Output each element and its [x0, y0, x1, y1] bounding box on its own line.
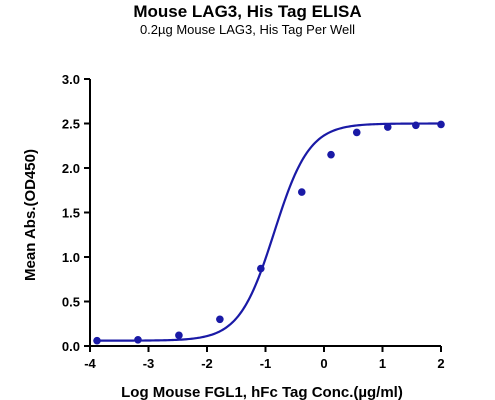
data-point	[175, 331, 183, 340]
y-tick-label: 2.5	[62, 117, 80, 132]
data-point	[216, 315, 224, 324]
x-tick-label: 1	[379, 356, 386, 371]
data-points-layer	[93, 120, 445, 345]
x-tick-label: -1	[260, 356, 272, 371]
y-tick-label: 0.5	[62, 295, 80, 310]
y-tick-label: 0.0	[62, 339, 80, 354]
x-tick-label: -2	[201, 356, 213, 371]
y-tick-label: 3.0	[62, 72, 80, 87]
x-axis-label: Log Mouse FGL1, hFc Tag Conc.(µg/ml)	[121, 384, 403, 400]
y-axis-label: Mean Abs.(OD450)	[22, 149, 39, 281]
fit-curve-layer	[97, 122, 441, 342]
data-point	[437, 120, 445, 129]
data-point	[352, 128, 361, 137]
data-point	[327, 150, 335, 159]
y-tick-label: 2.0	[62, 161, 80, 176]
chart-title: Mouse LAG3, His Tag ELISA	[133, 2, 362, 21]
data-point	[383, 123, 392, 131]
chart-subtitle: 0.2µg Mouse LAG3, His Tag Per Well	[139, 22, 356, 37]
data-point	[93, 336, 101, 345]
fit-curve	[97, 122, 441, 342]
axes: 0.0 0.5 1.0 1.5 2.0 2.5 3.0 -4 -3 -2 -1 0 1 2	[62, 72, 445, 371]
data-point	[134, 335, 142, 344]
data-point	[297, 188, 306, 196]
x-tick-label: -4	[84, 356, 96, 371]
y-tick-label: 1.0	[62, 250, 80, 265]
y-tick-label: 1.5	[62, 206, 80, 221]
data-point	[257, 264, 265, 273]
x-tick-label: 0	[320, 356, 327, 371]
x-tick-label: -3	[143, 356, 155, 371]
data-point	[412, 121, 420, 130]
x-tick-label: 2	[437, 356, 444, 371]
